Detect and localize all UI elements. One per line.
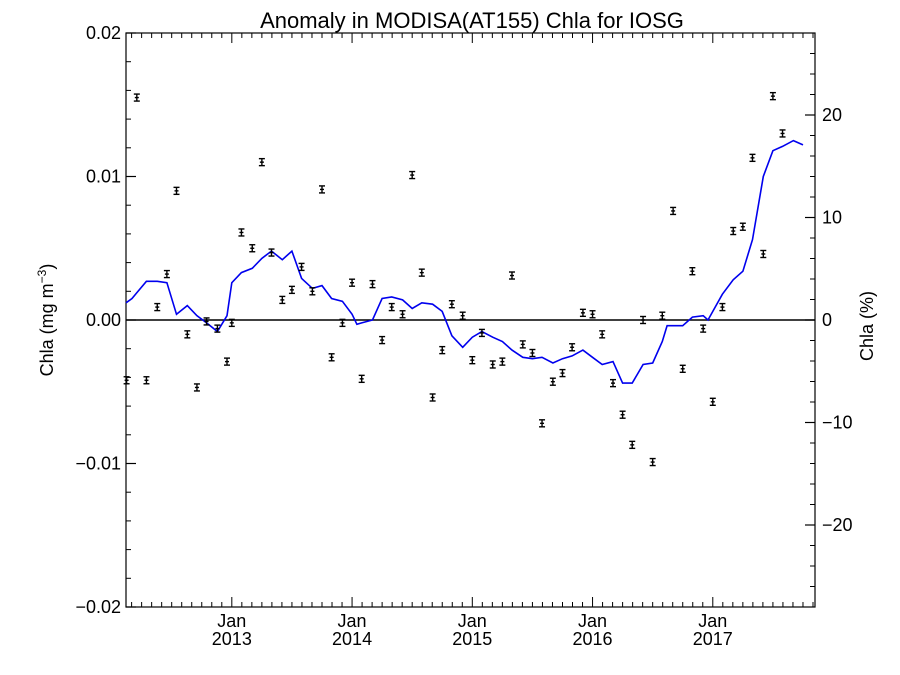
data-point (448, 300, 455, 309)
data-point (184, 330, 191, 339)
data-point (163, 269, 170, 279)
data-point (249, 244, 256, 253)
data-point (579, 308, 586, 318)
data-point (649, 457, 656, 467)
data-point (599, 330, 606, 339)
data-point (569, 343, 576, 352)
y-tick-label: 0.02 (86, 23, 121, 43)
y2-tick-label: 10 (822, 208, 842, 228)
data-point (439, 345, 446, 355)
x-tick-label-year: 2016 (573, 629, 613, 649)
data-point (358, 374, 365, 384)
plot-area: 0.020.010.00−0.01−0.0220100−10−20Jan2013… (75, 23, 852, 649)
y-axis-title: Chla (mg m−3) (35, 264, 57, 377)
chart-title: Anomaly in MODISA(AT155) Chla for IOSG (260, 8, 684, 33)
data-point (298, 262, 305, 272)
y-axis-title-main: Chla (mg m (37, 283, 57, 376)
y-tick-label: 0.01 (86, 167, 121, 187)
data-point (629, 440, 636, 450)
y-axis-title-sup: −3 (35, 269, 49, 283)
y2-tick-label: −10 (822, 413, 853, 433)
data-point (214, 324, 221, 333)
data-point (549, 377, 556, 386)
data-point (679, 364, 686, 373)
data-point (409, 170, 416, 180)
data-point (719, 302, 726, 312)
data-point (769, 91, 776, 101)
y2-tick-label: −20 (822, 515, 853, 535)
data-point (123, 376, 130, 385)
data-point (224, 357, 231, 366)
y-tick-label: −0.02 (75, 597, 121, 617)
data-point (519, 340, 526, 349)
data-point (619, 410, 626, 419)
x-tick-label-month: Jan (578, 611, 607, 631)
data-point (499, 357, 506, 366)
data-point (143, 376, 150, 385)
data-point (589, 310, 596, 319)
data-point (268, 248, 275, 257)
data-point (349, 278, 356, 287)
data-point (369, 279, 376, 289)
data-point (700, 324, 707, 333)
data-point (339, 318, 346, 328)
data-point (609, 378, 616, 388)
y2-tick-label: 0 (822, 310, 832, 330)
x-tick-label-month: Jan (458, 611, 487, 631)
x-tick-label-year: 2013 (212, 629, 252, 649)
data-point (309, 287, 316, 296)
data-point (730, 226, 737, 236)
data-point (779, 129, 786, 138)
data-point (760, 249, 767, 259)
x-tick-label-year: 2014 (332, 629, 372, 649)
x-tick-label-year: 2017 (693, 629, 733, 649)
data-point (478, 328, 485, 338)
x-tick-label-month: Jan (338, 611, 367, 631)
data-point (508, 271, 515, 280)
x-tick-label-month: Jan (698, 611, 727, 631)
data-point (318, 185, 325, 194)
x-tick-label-month: Jan (217, 611, 246, 631)
data-point (640, 315, 647, 325)
data-point (489, 360, 496, 369)
data-point (203, 317, 210, 326)
data-point (388, 302, 395, 312)
data-point (193, 383, 200, 392)
data-point (228, 318, 235, 328)
data-point (133, 93, 140, 102)
data-point (529, 348, 536, 358)
data-point (379, 335, 386, 345)
y-tick-label: −0.01 (75, 454, 121, 474)
data-point (288, 285, 295, 295)
y2-tick-label: 20 (822, 105, 842, 125)
data-point (689, 267, 696, 276)
data-point (469, 355, 476, 365)
y2-axis-title: Chla (%) (857, 291, 877, 361)
data-point (429, 393, 436, 402)
data-point (459, 311, 466, 320)
data-point (418, 268, 425, 277)
data-point (670, 206, 677, 216)
data-point (279, 295, 286, 305)
data-point (659, 311, 666, 320)
data-point (154, 302, 161, 312)
data-point (238, 228, 245, 237)
data-point (749, 153, 756, 163)
data-point (258, 157, 265, 167)
data-point (739, 222, 746, 231)
y-tick-label: 0.00 (86, 310, 121, 330)
data-point (399, 310, 406, 319)
x-tick-label-year: 2015 (452, 629, 492, 649)
y-axis-title-close: ) (37, 264, 57, 270)
data-point (328, 353, 335, 362)
series-line (125, 139, 804, 384)
data-point (173, 186, 180, 196)
data-point (709, 397, 716, 406)
data-point (539, 419, 546, 428)
data-point (559, 368, 566, 378)
